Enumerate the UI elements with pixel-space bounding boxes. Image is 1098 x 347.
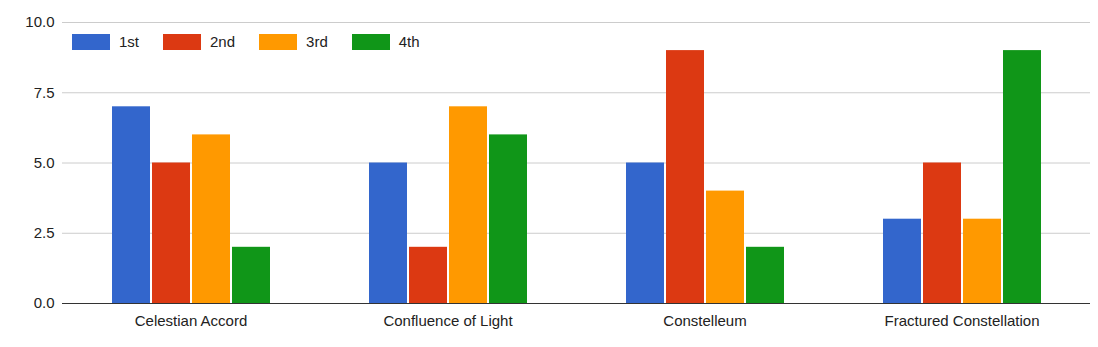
svg-text:Constelleum: Constelleum: [663, 312, 746, 329]
html-text:2nd: 2nd: [210, 33, 235, 50]
svg-text:7.5: 7.5: [34, 84, 55, 101]
svg-text:0.0: 0.0: [34, 294, 55, 311]
svg-text:Fractured Constellation: Fractured Constellation: [884, 312, 1039, 329]
html-text:4th: 4th: [398, 33, 420, 50]
svg-text:5.0: 5.0: [34, 154, 55, 171]
svg-text:2.5: 2.5: [34, 224, 55, 241]
html-text:1st: 1st: [119, 33, 139, 50]
svg-text:Celestian Accord: Celestian Accord: [135, 312, 248, 329]
svg-text:10.0: 10.0: [25, 13, 54, 30]
html-text:3rd: 3rd: [306, 33, 328, 50]
svg-text:Confluence of Light: Confluence of Light: [383, 312, 513, 329]
